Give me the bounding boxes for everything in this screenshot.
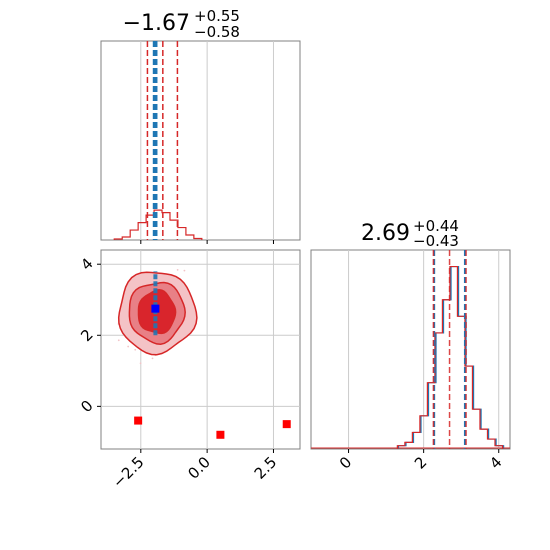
y-marginal-tick-label: 4 (486, 453, 505, 472)
joint-sample-point (117, 339, 120, 342)
joint-y-tick-label: 4 (77, 254, 96, 273)
joint-y-tick-label: 2 (77, 326, 96, 345)
x-marginal-title: −1.67 (123, 11, 190, 36)
joint-y-tick-label: 0 (77, 397, 96, 416)
joint-red-square-marker (134, 416, 143, 425)
joint-x-tick-label: 2.5 (251, 453, 281, 483)
x-marginal-hist-red (113, 209, 203, 240)
panel-x-marginal-frame (100, 40, 301, 241)
grid-layer (101, 41, 500, 449)
joint-sample-point (176, 268, 179, 271)
x-marginal-title-minus: −0.58 (194, 23, 240, 41)
joint-x-tick-label: 0.0 (184, 453, 214, 483)
panel-y-marginal-frame (310, 249, 511, 450)
y-marginal-title-plus: +0.44 (413, 217, 459, 235)
joint-truth-marker (151, 304, 160, 313)
y-marginal-hist-red (396, 265, 504, 449)
panel-y-marginal (310, 249, 511, 450)
y-marginal-hist-blue (397, 265, 505, 449)
plot-layer (113, 41, 510, 449)
y-marginal-title: 2.69 (361, 221, 410, 246)
joint-red-square-marker (282, 420, 291, 429)
y-marginal-tick-label: 2 (411, 453, 430, 472)
joint-sample-point (151, 357, 154, 360)
y-marginal-title-minus: −0.43 (413, 232, 459, 250)
joint-x-tick-label: −2.5 (109, 453, 147, 491)
joint-sample-point (183, 269, 186, 272)
panel-x-marginal (100, 40, 301, 241)
x-marginal-title-plus: +0.55 (194, 7, 240, 25)
joint-sample-point (139, 362, 142, 365)
y-marginal-tick-label: 0 (336, 453, 355, 472)
joint-red-square-marker (216, 430, 225, 439)
joint-sample-point (134, 348, 137, 351)
joint-sample-point (127, 345, 130, 348)
